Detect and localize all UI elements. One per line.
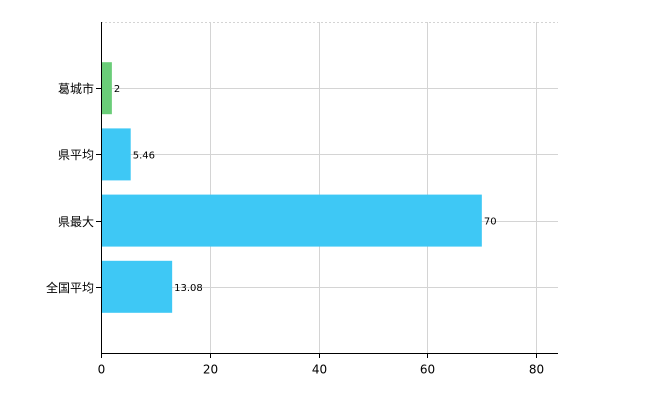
x-tick-label: 80: [529, 363, 544, 377]
bar: [101, 194, 482, 247]
x-tick-label: 20: [203, 363, 218, 377]
x-tick-label: 60: [420, 363, 435, 377]
x-tick-label: 0: [98, 363, 106, 377]
y-tick-label: 全国平均: [46, 280, 94, 295]
y-tick-label: 県平均: [58, 148, 94, 162]
bar: [101, 62, 112, 115]
value-label: 2: [114, 84, 120, 95]
value-label: 70: [484, 217, 497, 228]
value-label: 5.46: [133, 150, 155, 161]
bar: [101, 128, 131, 181]
x-tick-label: 40: [312, 363, 327, 377]
bar: [101, 260, 173, 313]
value-label: 13.08: [174, 283, 203, 294]
y-tick-label: 葛城市: [58, 81, 94, 96]
y-tick-label: 県最大: [58, 215, 94, 229]
